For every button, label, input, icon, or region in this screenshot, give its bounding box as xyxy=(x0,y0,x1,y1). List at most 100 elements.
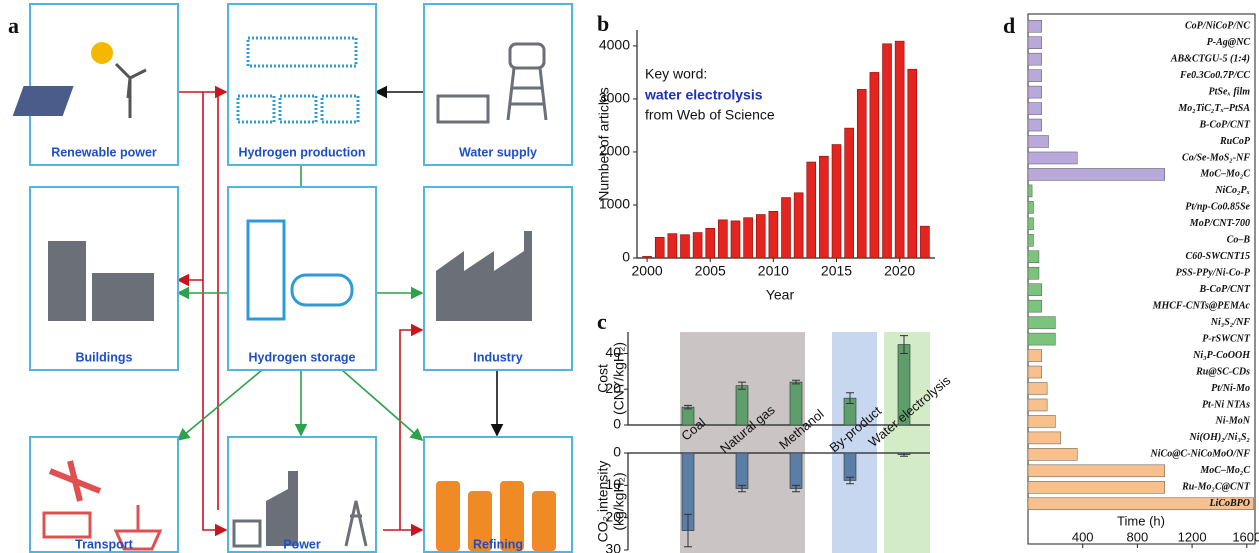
y-tick-label: 1000 xyxy=(599,196,630,212)
bar-label: B-CoP/CNT xyxy=(1198,119,1250,130)
bar xyxy=(1027,234,1034,247)
bar-label: RuCoP xyxy=(1219,136,1251,147)
annotation: Key word: xyxy=(645,66,707,82)
x-tick-label: 2010 xyxy=(758,263,789,279)
plane xyxy=(48,460,102,502)
bar xyxy=(735,452,749,489)
bar-label: AB&CTGU-5 (1:4) xyxy=(1170,53,1250,64)
connectors xyxy=(176,85,504,537)
bar-label: Co/Se-MoS₂-NF xyxy=(1182,152,1250,163)
node-box xyxy=(227,436,377,553)
x-tick-label: 2020 xyxy=(884,263,915,279)
wind-turbine xyxy=(114,62,147,118)
electrolyzer xyxy=(320,94,360,124)
bar xyxy=(844,127,854,259)
node-label: Buildings xyxy=(76,350,133,364)
x-tick-label: 400 xyxy=(1072,529,1094,544)
bar-label: P-Ag@NC xyxy=(1207,37,1251,48)
annotation: from Web of Science xyxy=(645,107,775,123)
x-tick-label: 2005 xyxy=(695,263,726,279)
bar xyxy=(1027,168,1165,181)
bar xyxy=(642,256,652,259)
bar-label: LiCoBPO xyxy=(1208,498,1250,509)
tank xyxy=(508,42,546,70)
bar xyxy=(1027,151,1078,165)
x-tick-label: 1600 xyxy=(1232,529,1259,544)
node-label: Transport xyxy=(75,537,133,551)
panel-label: a xyxy=(8,13,19,38)
bar xyxy=(1027,283,1042,296)
electrolyzer xyxy=(246,36,358,68)
y-tick-label: 0 xyxy=(613,444,621,460)
bar xyxy=(1027,398,1048,412)
bar xyxy=(806,161,817,259)
plant xyxy=(436,94,490,124)
bar-label: Pt-Ni NTAs xyxy=(1202,399,1250,410)
bar xyxy=(843,452,857,481)
bar-label: NiCo₂Pₓ xyxy=(1214,185,1250,196)
icon xyxy=(436,231,532,321)
bar-label: Ni(OH)₂/Ni₃S₂ xyxy=(1189,432,1250,443)
node-box xyxy=(29,3,179,166)
bar-label: MoP/CNT-700 xyxy=(1189,218,1250,229)
y-tick-label: 0 xyxy=(622,249,630,265)
bar-label: P-rSWCNT xyxy=(1202,333,1251,344)
bar xyxy=(1027,36,1042,49)
bar xyxy=(781,197,791,259)
bar xyxy=(1027,135,1049,148)
bar xyxy=(1027,332,1056,346)
error-bar xyxy=(846,476,854,485)
x-tick-label: 2000 xyxy=(632,263,663,279)
bar xyxy=(1027,85,1042,99)
group-shade xyxy=(680,332,805,553)
y-tick-label: 10 xyxy=(605,476,621,492)
icon xyxy=(232,471,368,548)
node-label: Hydrogen storage xyxy=(249,350,356,364)
y-tick-label: 20 xyxy=(605,508,621,524)
bar xyxy=(654,237,665,259)
bar xyxy=(692,232,703,259)
bar xyxy=(718,219,728,259)
node-label: Power xyxy=(283,537,321,551)
battery xyxy=(232,519,262,548)
sun xyxy=(91,42,113,64)
bar-label: Ni₃P-CoOOH xyxy=(1192,350,1251,361)
node-box xyxy=(423,3,573,166)
x-tick-label: 800 xyxy=(1127,529,1149,544)
bar xyxy=(1027,250,1040,264)
error-bar xyxy=(738,381,746,390)
annotation: water electrolysis xyxy=(644,87,763,103)
bar xyxy=(1027,316,1056,329)
bar xyxy=(1027,497,1254,511)
bar-label: Ru@SC-CDs xyxy=(1195,366,1250,377)
bar-label: Ni₃S₂/NF xyxy=(1210,317,1251,328)
bar xyxy=(1027,69,1042,82)
x-tick-label: 1200 xyxy=(1178,529,1207,544)
bar xyxy=(1027,349,1042,362)
barrel xyxy=(500,481,524,551)
bar xyxy=(789,452,803,489)
bar xyxy=(755,214,766,259)
bar-label: PtSeₓ film xyxy=(1209,86,1251,97)
bar-label: Co–B xyxy=(1227,235,1251,246)
y-axis-label: (CNY/kgH₂) xyxy=(611,342,627,415)
truck xyxy=(42,511,92,539)
y-axis-label: Number of articles xyxy=(596,87,612,201)
bar xyxy=(831,144,842,259)
barrel xyxy=(532,491,556,551)
bar-label: PSS-PPy/Ni-Co-P xyxy=(1176,268,1251,279)
bar xyxy=(1027,382,1048,395)
icon xyxy=(436,42,548,124)
icon xyxy=(48,241,154,321)
bar-label: Pt/Ni-Mo xyxy=(1211,383,1250,394)
icon xyxy=(436,481,556,551)
bar-label: C60-SWCNT15 xyxy=(1186,251,1250,262)
bar xyxy=(1027,266,1040,280)
bar xyxy=(1027,184,1033,198)
node-box xyxy=(227,3,377,166)
electrolyzer xyxy=(278,94,318,124)
error-bar xyxy=(846,392,854,405)
icon xyxy=(42,460,163,551)
x-axis-label: Time (h) xyxy=(1117,513,1165,528)
